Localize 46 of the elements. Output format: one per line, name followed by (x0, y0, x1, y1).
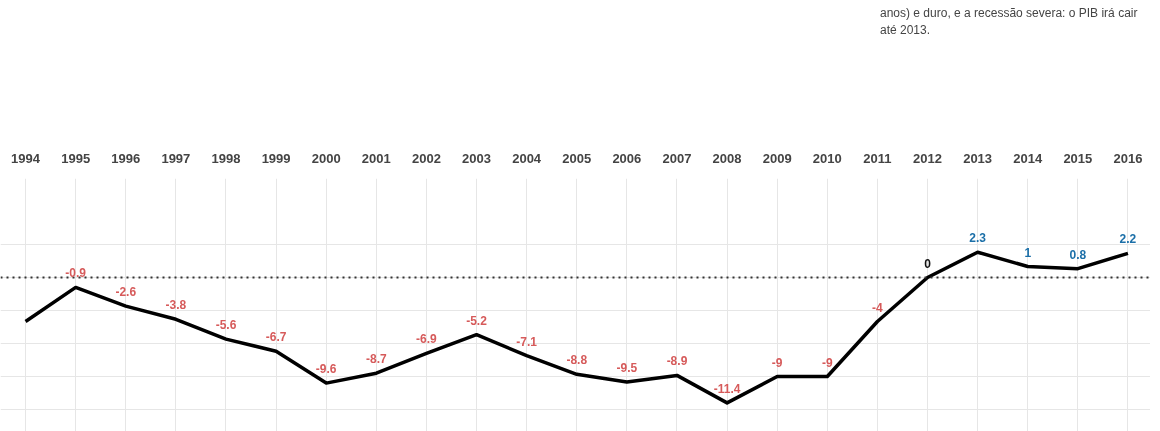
x-tick-label: 2016 (1113, 150, 1143, 166)
data-label: -2.6 (115, 285, 137, 300)
data-label: 1 (1024, 245, 1032, 260)
data-label: -4 (872, 300, 884, 315)
data-label: 2.3 (969, 231, 987, 246)
x-tick-label: 2012 (913, 150, 942, 166)
data-label: -5.2 (466, 313, 488, 328)
data-label: -8.9 (666, 354, 688, 369)
data-label: 0 (924, 256, 932, 271)
x-tick-label: 2006 (612, 150, 642, 166)
x-tick-label: 1995 (61, 150, 91, 166)
x-tick-label: 2002 (411, 150, 441, 166)
x-tick-label: 1998 (211, 150, 241, 166)
x-tick-label: 1996 (111, 150, 141, 166)
x-tick-label: 2015 (1063, 150, 1093, 166)
data-label: -11.4 (713, 381, 741, 396)
text: anos) e duro, e a recessão severa: o PIB irá cair até 2013. (880, 5, 1139, 40)
data-label: 0.8 (1069, 247, 1087, 262)
data-label: -0.9 (65, 266, 87, 281)
data-label: -6.9 (416, 332, 438, 347)
data-label: -8.7 (365, 352, 387, 367)
x-tick-label: 2014 (1013, 150, 1043, 166)
data-label: -9 (821, 355, 833, 370)
x-tick-label: 2008 (712, 150, 742, 166)
x-tick-label: 1999 (261, 150, 291, 166)
data-label: -9.6 (315, 362, 337, 377)
data-label: -7.1 (516, 334, 538, 349)
x-tick-label: 2009 (762, 150, 792, 166)
x-tick-label: 2004 (512, 150, 542, 166)
x-tick-label: 1997 (161, 150, 191, 166)
data-label: -3.8 (165, 298, 187, 313)
x-tick-label: 2011 (863, 150, 892, 166)
x-tick-label: 2005 (562, 150, 592, 166)
data-label: 2.2 (1119, 232, 1137, 247)
x-tick-label: 2007 (662, 150, 692, 166)
x-tick-label: 2010 (812, 150, 842, 166)
data-label: -9 (771, 355, 783, 370)
x-tick-label: 2001 (361, 150, 391, 166)
x-tick-label: 2013 (963, 150, 993, 166)
data-label: -8.8 (566, 353, 588, 368)
data-label: -9.5 (616, 361, 638, 375)
x-tick-label: 2000 (311, 150, 341, 166)
data-label: -6.7 (265, 330, 287, 345)
data-label: -5.6 (215, 318, 237, 333)
x-tick-label: 2003 (462, 150, 491, 166)
x-tick-label: 1994 (11, 150, 41, 166)
